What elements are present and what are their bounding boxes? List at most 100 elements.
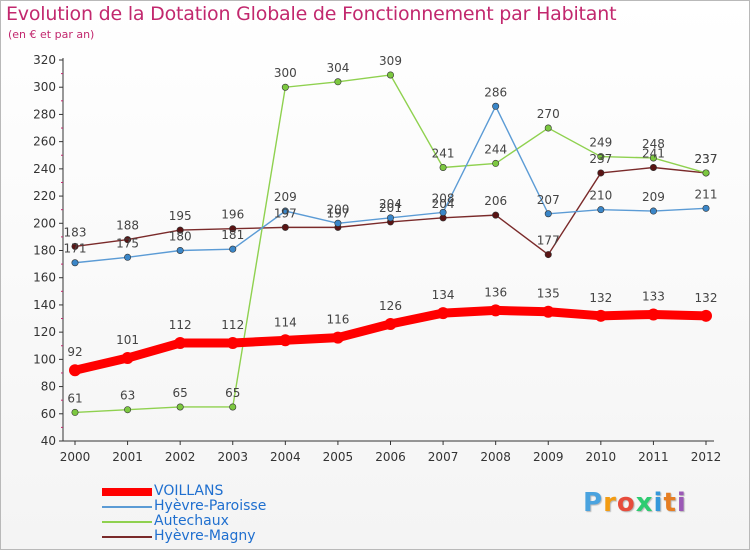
data-label-hy-vre-magny: 197 (326, 206, 349, 220)
point-autechaux (281, 83, 289, 91)
data-label-autechaux: 300 (274, 66, 297, 80)
point-voillans (331, 331, 344, 344)
point-hy-vre-magny (597, 169, 605, 177)
logo-letter: P (583, 488, 604, 518)
data-label-hy-vre-magny: 177 (537, 234, 560, 248)
point-hy-vre-paroisse (124, 253, 132, 261)
data-label-hy-vre-paroisse: 209 (274, 190, 297, 204)
point-hy-vre-magny (649, 163, 657, 171)
x-tick-label: 2006 (375, 450, 406, 464)
data-label-autechaux: 237 (695, 152, 718, 166)
point-hy-vre-paroisse (649, 207, 657, 215)
point-voillans (69, 364, 81, 377)
data-label-hy-vre-paroisse: 207 (537, 193, 560, 207)
point-voillans (700, 309, 712, 322)
data-label-autechaux: 304 (326, 61, 349, 75)
point-autechaux (124, 406, 132, 414)
data-label-autechaux: 309 (379, 54, 402, 68)
x-tick-label: 2007 (428, 450, 459, 464)
point-hy-vre-paroisse (492, 102, 500, 110)
y-tick-label: 100 (33, 352, 56, 366)
proxiti-logo: Proxiti (583, 488, 687, 518)
data-label-voillans: 133 (642, 289, 665, 303)
point-voillans (437, 307, 450, 320)
data-label-hy-vre-paroisse: 210 (589, 189, 612, 203)
point-hy-vre-magny (176, 226, 184, 234)
point-hy-vre-paroisse (176, 247, 184, 255)
legend-swatch-hy-vre-paroisse (102, 506, 152, 508)
data-label-hy-vre-magny: 237 (589, 152, 612, 166)
point-hy-vre-paroisse (702, 204, 710, 212)
data-label-autechaux: 248 (642, 137, 665, 151)
point-voillans (489, 304, 502, 317)
y-tick-label: 80 (41, 380, 56, 394)
x-tick-label: 2004 (270, 450, 301, 464)
data-label-hy-vre-paroisse: 209 (642, 190, 665, 204)
point-autechaux (544, 124, 552, 132)
point-voillans (384, 317, 397, 330)
data-label-voillans: 136 (484, 285, 507, 299)
point-hy-vre-magny (544, 251, 552, 259)
point-voillans (279, 334, 292, 347)
data-label-hy-vre-magny: 204 (432, 197, 455, 211)
y-tick-label: 300 (33, 80, 56, 94)
data-label-hy-vre-magny: 206 (484, 194, 507, 208)
point-voillans (226, 337, 239, 350)
point-autechaux (597, 153, 605, 161)
data-label-voillans: 112 (169, 318, 192, 332)
point-voillans (647, 308, 660, 321)
logo-letter: i (653, 488, 664, 518)
point-hy-vre-paroisse (281, 207, 289, 215)
data-label-autechaux: 65 (225, 386, 240, 400)
x-tick-label: 2000 (60, 450, 91, 464)
point-hy-vre-paroisse (386, 214, 394, 222)
y-tick-label: 240 (33, 162, 56, 176)
x-tick-label: 2001 (112, 450, 143, 464)
y-tick-label: 220 (33, 189, 56, 203)
point-autechaux (386, 71, 394, 79)
chart-subtitle: (en € et par an) (8, 28, 95, 41)
data-label-voillans: 132 (695, 291, 718, 305)
point-autechaux (649, 154, 657, 162)
logo-letter: t (663, 488, 677, 518)
data-label-hy-vre-magny: 197 (274, 206, 297, 220)
x-tick-label: 2005 (323, 450, 354, 464)
data-label-autechaux: 61 (67, 391, 82, 405)
legend-swatch-hy-vre-magny (102, 536, 152, 538)
point-autechaux (492, 159, 500, 167)
point-hy-vre-magny (229, 225, 237, 233)
data-label-voillans: 132 (589, 291, 612, 305)
y-tick-label: 120 (33, 325, 56, 339)
data-label-autechaux: 244 (484, 142, 507, 156)
logo-letter: x (635, 488, 654, 518)
data-label-hy-vre-paroisse: 175 (116, 236, 139, 250)
point-hy-vre-paroisse (334, 219, 342, 227)
point-hy-vre-paroisse (439, 208, 447, 216)
data-label-hy-vre-paroisse: 286 (484, 85, 507, 99)
legend-label-voillans: VOILLANS (154, 483, 224, 499)
y-tick-label: 280 (33, 107, 56, 121)
data-label-hy-vre-magny: 183 (64, 225, 87, 239)
legend-label-hy-vre-magny: Hyèvre-Magny (154, 528, 256, 544)
data-label-voillans: 112 (221, 318, 244, 332)
data-label-hy-vre-paroisse: 180 (169, 230, 192, 244)
logo-letter: o (616, 488, 636, 518)
point-autechaux (702, 169, 710, 177)
point-voillans (174, 337, 187, 350)
y-tick-label: 60 (41, 407, 56, 421)
data-label-voillans: 116 (326, 313, 349, 327)
point-autechaux (71, 408, 79, 416)
data-label-voillans: 135 (537, 287, 560, 301)
point-hy-vre-paroisse (229, 245, 237, 253)
x-tick-label: 2010 (586, 450, 617, 464)
data-label-hy-vre-paroisse: 208 (432, 191, 455, 205)
data-label-hy-vre-magny: 188 (116, 219, 139, 233)
data-label-autechaux: 270 (537, 107, 560, 121)
point-hy-vre-magny (71, 242, 79, 250)
data-label-hy-vre-paroisse: 211 (695, 187, 718, 201)
data-label-hy-vre-paroisse: 171 (64, 242, 87, 256)
data-label-hy-vre-paroisse: 181 (221, 228, 244, 242)
x-tick-label: 2003 (217, 450, 248, 464)
